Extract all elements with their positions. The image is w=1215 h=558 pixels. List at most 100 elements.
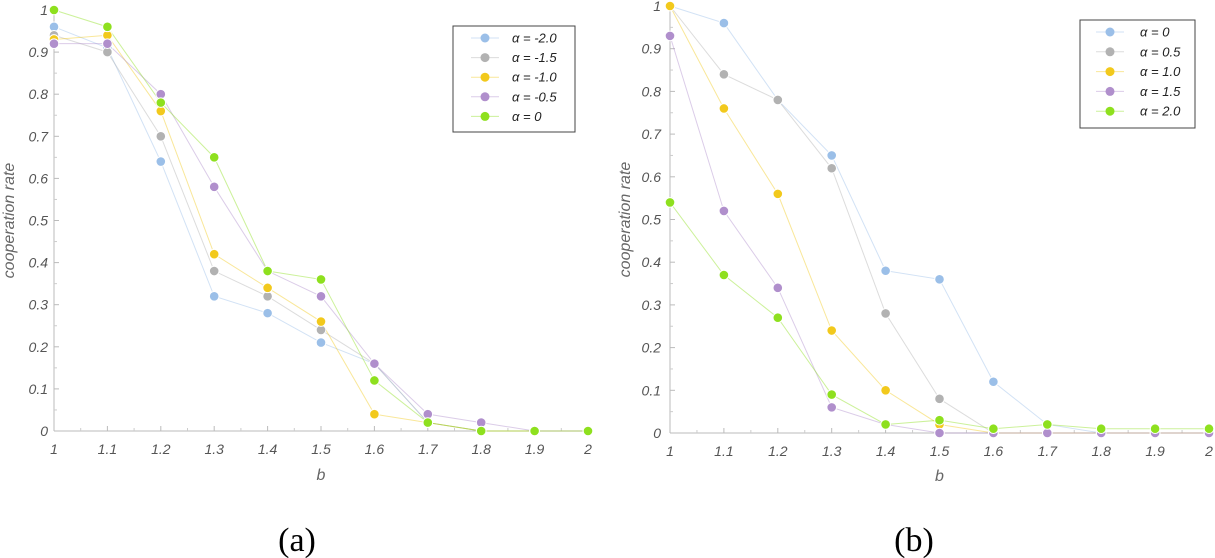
x-tick-label: 1.3: [822, 443, 842, 459]
x-tick-label: 2: [1204, 443, 1213, 459]
x-tick-label: 1: [666, 443, 674, 459]
legend-marker: [1105, 86, 1115, 96]
y-tick-label: 0.5: [29, 213, 49, 229]
y-tick-label: 0.6: [29, 170, 49, 186]
y-tick-label: 0.4: [642, 254, 662, 270]
data-point: [48, 4, 60, 16]
x-tick-label: 1.1: [98, 441, 117, 457]
data-point: [934, 273, 945, 285]
x-tick-label: 1.1: [714, 443, 733, 459]
legend-label: α = -1.5: [512, 50, 557, 65]
legend-marker: [480, 72, 490, 82]
data-point: [208, 290, 220, 302]
x-axis-title: b: [935, 468, 944, 485]
legend-box: [1079, 19, 1196, 129]
legend-marker: [480, 53, 490, 63]
data-point: [262, 307, 273, 319]
data-point: [315, 316, 327, 327]
data-point: [369, 375, 380, 386]
data-point: [664, 30, 676, 42]
x-tick-label: 1.6: [984, 443, 1004, 459]
x-tick-label: 2: [583, 441, 592, 457]
y-tick-label: 0.6: [642, 169, 662, 185]
y-tick-label: 0.3: [642, 297, 662, 313]
x-tick-label: 1.2: [151, 441, 171, 457]
legend-label: α = 0: [1140, 25, 1170, 40]
data-point: [880, 308, 891, 319]
data-point: [772, 312, 784, 324]
x-axis-title: b: [317, 467, 326, 484]
data-point: [208, 248, 220, 260]
data-point: [475, 425, 487, 437]
x-tick-label: 1.8: [471, 441, 491, 457]
x-tick-label: 1.9: [1145, 443, 1165, 459]
y-tick-label: 0.9: [642, 41, 662, 57]
y-tick-label: 1: [40, 2, 48, 18]
data-point: [934, 427, 945, 439]
data-point: [880, 265, 891, 277]
data-point: [664, 0, 676, 12]
x-tick-label: 1: [50, 441, 58, 457]
data-point: [826, 150, 838, 161]
x-tick-label: 1.3: [204, 441, 224, 457]
data-point: [582, 425, 594, 437]
y-tick-label: 0.2: [29, 339, 49, 355]
y-tick-label: 0.7: [642, 126, 663, 142]
data-point: [315, 274, 327, 285]
legend: α = -2.0 α = -1.5 α = -1.0 α = -0.5 α = 0: [452, 25, 576, 133]
legend-marker: [1105, 67, 1115, 77]
panel-caption: (b): [894, 522, 934, 558]
x-tick-label: 1.4: [258, 441, 278, 457]
y-tick-label: 0.1: [642, 382, 661, 398]
data-point: [262, 282, 273, 294]
y-axis-title: cooperation rate: [1, 163, 18, 279]
x-tick-label: 1.7: [418, 441, 439, 457]
y-tick-label: 0.9: [29, 44, 49, 60]
data-point: [155, 156, 167, 167]
legend-label: α = 1.5: [1140, 84, 1181, 99]
legend-label: α = -0.5: [512, 89, 557, 104]
legend-marker: [480, 111, 490, 121]
data-point: [1042, 419, 1053, 430]
legend-marker: [480, 33, 490, 43]
legend-label: α = 0: [512, 109, 542, 124]
x-tick-label: 1.4: [876, 443, 896, 459]
x-tick-label: 1.2: [768, 443, 788, 459]
data-point: [718, 17, 730, 29]
legend-label: α = -2.0: [512, 31, 557, 46]
y-tick-label: 0.2: [642, 340, 662, 356]
data-point: [208, 265, 220, 277]
y-tick-label: 0: [40, 423, 48, 439]
data-point: [208, 152, 220, 163]
data-point: [772, 282, 784, 294]
x-tick-label: 1.7: [1038, 443, 1059, 459]
data-point: [772, 94, 784, 106]
data-point: [664, 197, 676, 208]
data-point: [826, 325, 838, 336]
data-point: [988, 376, 999, 388]
x-tick-label: 1.6: [365, 441, 385, 457]
y-tick-label: 0.7: [29, 128, 50, 144]
y-tick-label: 0.8: [642, 83, 662, 99]
data-point: [102, 21, 113, 33]
data-point: [826, 402, 838, 413]
chart-panel-b: 0 0.1 0.2 0.3 0.4 0.5 0.6 0.7 0.8 0.9 1 1 1.1 1.2 1.3 1…: [617, 0, 1215, 558]
y-axis-title: cooperation rate: [617, 162, 634, 278]
legend-marker: [1105, 47, 1115, 57]
data-point: [934, 414, 945, 426]
data-point: [369, 358, 380, 369]
legend: α = 0 α = 0.5 α = 1.0 α = 1.5 α = 2.0: [1079, 19, 1196, 129]
x-tick-label: 1.8: [1091, 443, 1111, 459]
legend-label: α = -1.0: [512, 70, 557, 85]
data-point: [315, 290, 327, 302]
data-point: [422, 417, 434, 428]
data-point: [826, 389, 838, 400]
legend-label: α = 0.5: [1140, 44, 1181, 59]
data-point: [1095, 423, 1107, 435]
legend-marker: [1105, 106, 1115, 116]
legend-label: α = 1.0: [1140, 64, 1181, 79]
data-point: [1149, 423, 1161, 435]
y-tick-label: 0.5: [642, 212, 662, 228]
data-point: [772, 188, 784, 200]
data-point: [880, 419, 891, 430]
